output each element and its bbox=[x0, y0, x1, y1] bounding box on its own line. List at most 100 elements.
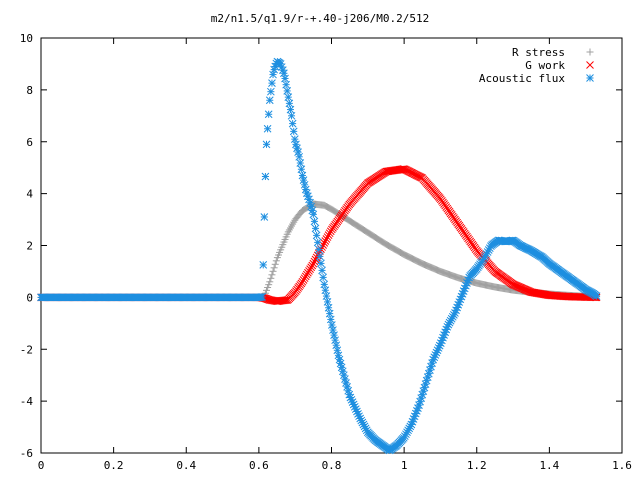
data-point bbox=[288, 119, 297, 128]
x-tick-label: 0.8 bbox=[322, 459, 342, 472]
data-point bbox=[282, 80, 290, 89]
data-point bbox=[267, 87, 275, 96]
data-point bbox=[290, 135, 299, 144]
data-point bbox=[267, 274, 275, 282]
data-point bbox=[264, 110, 273, 119]
data-point bbox=[268, 271, 276, 279]
data-point bbox=[284, 93, 293, 101]
y-tick-label: 2 bbox=[26, 240, 33, 253]
series-acoustic-flux bbox=[37, 57, 601, 455]
data-point bbox=[300, 274, 309, 283]
data-point bbox=[266, 278, 274, 286]
legend-marker bbox=[586, 61, 594, 69]
data-point bbox=[307, 263, 316, 272]
data-point bbox=[324, 231, 333, 239]
y-tick-label: -4 bbox=[20, 395, 34, 408]
y-tick-label: 4 bbox=[26, 188, 33, 201]
data-point bbox=[304, 268, 312, 277]
data-point bbox=[280, 69, 288, 78]
data-point bbox=[286, 105, 295, 114]
y-tick-label: -2 bbox=[20, 343, 33, 356]
y-tick-label: 0 bbox=[26, 291, 33, 304]
data-point bbox=[321, 237, 330, 245]
y-tick-label: 6 bbox=[26, 136, 33, 149]
data-point bbox=[592, 292, 601, 300]
data-point bbox=[259, 261, 268, 269]
legend-marker bbox=[586, 74, 594, 82]
data-point bbox=[309, 210, 318, 219]
data-point bbox=[317, 259, 325, 268]
data-point bbox=[260, 213, 269, 221]
data-point bbox=[300, 180, 309, 189]
data-point bbox=[289, 127, 298, 136]
x-tick-label: 0.2 bbox=[104, 459, 124, 472]
data-point bbox=[322, 235, 331, 243]
chart-title: m2/n1.5/q1.9/r-+.40-j206/M0.2/512 bbox=[211, 12, 430, 25]
data-point bbox=[263, 286, 271, 294]
x-tick-label: 0.6 bbox=[249, 459, 269, 472]
data-point bbox=[312, 231, 321, 240]
data-point bbox=[316, 252, 324, 261]
data-point bbox=[320, 239, 329, 247]
data-point bbox=[331, 336, 339, 345]
legend-label: Acoustic flux bbox=[479, 72, 565, 85]
data-point bbox=[268, 79, 276, 87]
data-point bbox=[302, 270, 311, 279]
data-point bbox=[283, 87, 292, 95]
data-point bbox=[295, 152, 304, 161]
y-tick-label: 10 bbox=[20, 32, 33, 45]
x-tick-label: 0.4 bbox=[176, 459, 196, 472]
data-point bbox=[329, 326, 337, 334]
data-point bbox=[334, 351, 343, 360]
data-point bbox=[326, 227, 335, 236]
data-point bbox=[261, 172, 270, 181]
data-point bbox=[313, 238, 322, 247]
data-point bbox=[314, 245, 323, 254]
data-point bbox=[265, 281, 273, 289]
data-point bbox=[311, 224, 320, 233]
data-point bbox=[296, 159, 305, 167]
data-point bbox=[318, 266, 326, 275]
data-point bbox=[328, 321, 336, 329]
data-point bbox=[265, 96, 274, 105]
data-point bbox=[299, 276, 308, 284]
legend-marker bbox=[586, 48, 594, 56]
data-point bbox=[269, 70, 277, 79]
x-tick-label: 0 bbox=[38, 459, 45, 472]
data-point bbox=[323, 233, 332, 241]
data-point bbox=[299, 176, 308, 184]
series-layer bbox=[37, 57, 601, 455]
data-point bbox=[330, 331, 338, 339]
data-point bbox=[287, 111, 296, 120]
data-point bbox=[263, 124, 272, 133]
x-tick-label: 1 bbox=[401, 459, 408, 472]
data-point bbox=[319, 273, 328, 282]
data-point bbox=[309, 259, 318, 268]
data-point bbox=[298, 277, 307, 286]
legend-label: R stress bbox=[512, 46, 565, 59]
data-point bbox=[333, 346, 342, 355]
data-point bbox=[270, 264, 278, 272]
data-point bbox=[258, 293, 266, 301]
data-point bbox=[297, 165, 306, 174]
data-point bbox=[271, 260, 279, 268]
data-point bbox=[324, 303, 333, 312]
data-point bbox=[298, 171, 307, 180]
data-point bbox=[306, 265, 314, 273]
y-tick-label: -6 bbox=[20, 447, 33, 460]
y-tick-label: 8 bbox=[26, 84, 33, 97]
data-point bbox=[308, 261, 317, 270]
data-point bbox=[310, 217, 319, 226]
x-tick-label: 1.6 bbox=[612, 459, 632, 472]
data-point bbox=[281, 74, 289, 83]
x-tick-label: 1.4 bbox=[539, 459, 559, 472]
data-point bbox=[262, 140, 271, 149]
data-point bbox=[325, 229, 334, 238]
data-point bbox=[264, 284, 272, 292]
x-tick-label: 1.2 bbox=[467, 459, 487, 472]
data-point bbox=[294, 148, 302, 156]
data-point bbox=[269, 267, 277, 275]
data-point bbox=[285, 99, 294, 108]
data-point bbox=[272, 257, 280, 265]
